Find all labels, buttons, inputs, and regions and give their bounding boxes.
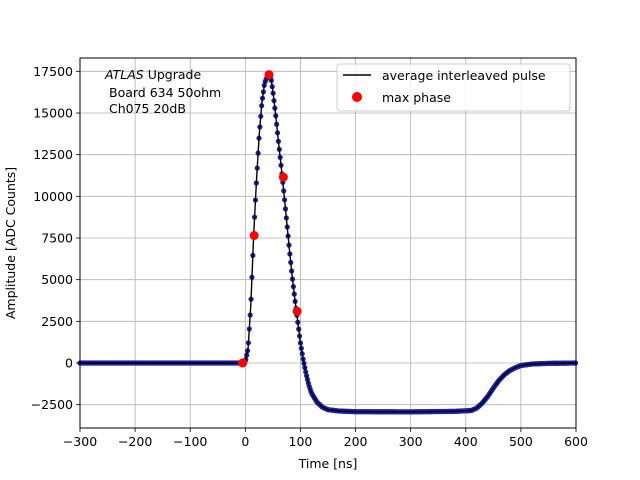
- plot-area: [80, 58, 576, 428]
- x-tick-label: 400: [454, 434, 478, 449]
- y-tick-label: 7500: [41, 231, 73, 246]
- x-axis-label: Time [ns]: [298, 456, 358, 471]
- y-tick-label: 0: [65, 356, 73, 371]
- y-tick-label: 15000: [33, 106, 73, 121]
- y-tick-label: 12500: [33, 147, 73, 162]
- y-tick-label: 2500: [41, 314, 73, 329]
- y-axis-label: Amplitude [ADC Counts]: [3, 167, 18, 319]
- x-tick-label: 300: [399, 434, 423, 449]
- y-tick-label: 17500: [33, 64, 73, 79]
- atlas-annotation-line3: Ch075 20dB: [109, 101, 186, 116]
- series-layer: [77, 70, 579, 415]
- axis-ticks: −300 −200 −100 0 100 200 300 400 500 600 −2500 0 250…: [31, 64, 588, 449]
- atlas-annotation-line2: Board 634 50ohm: [109, 85, 221, 100]
- legend-box: [336, 63, 571, 112]
- atlas-upgrade: Upgrade: [144, 67, 202, 82]
- x-tick-label: 600: [564, 434, 588, 449]
- plot-frame: [79, 57, 577, 429]
- x-tick-label: −300: [63, 434, 97, 449]
- grid-lines: [79, 58, 577, 428]
- average-pulse-line: [80, 73, 577, 413]
- x-tick-label: 200: [344, 434, 368, 449]
- max-phase-point: [249, 231, 259, 240]
- max-phase-point: [278, 172, 288, 182]
- x-tick-label: 500: [509, 434, 533, 449]
- atlas-annotation-line1: ATLAS Upgrade: [104, 67, 201, 82]
- atlas-italic: ATLAS: [104, 67, 144, 82]
- max-phase-point: [292, 306, 302, 316]
- y-tick-label: −2500: [31, 397, 73, 412]
- y-tick-label: 5000: [41, 272, 73, 287]
- legend: average interleaved pulse max phase: [336, 63, 571, 112]
- max-phase-point: [238, 358, 248, 368]
- x-tick-label: 100: [289, 434, 313, 449]
- legend-label-max-phase: max phase: [382, 90, 451, 105]
- x-tick-label: −100: [173, 434, 207, 449]
- legend-label-average-pulse: average interleaved pulse: [382, 68, 546, 83]
- x-tick-label: 0: [241, 434, 249, 449]
- y-tick-label: 10000: [33, 189, 73, 204]
- max-phase-point: [264, 70, 274, 80]
- legend-marker-swatch: [352, 92, 362, 102]
- x-tick-label: −200: [118, 434, 152, 449]
